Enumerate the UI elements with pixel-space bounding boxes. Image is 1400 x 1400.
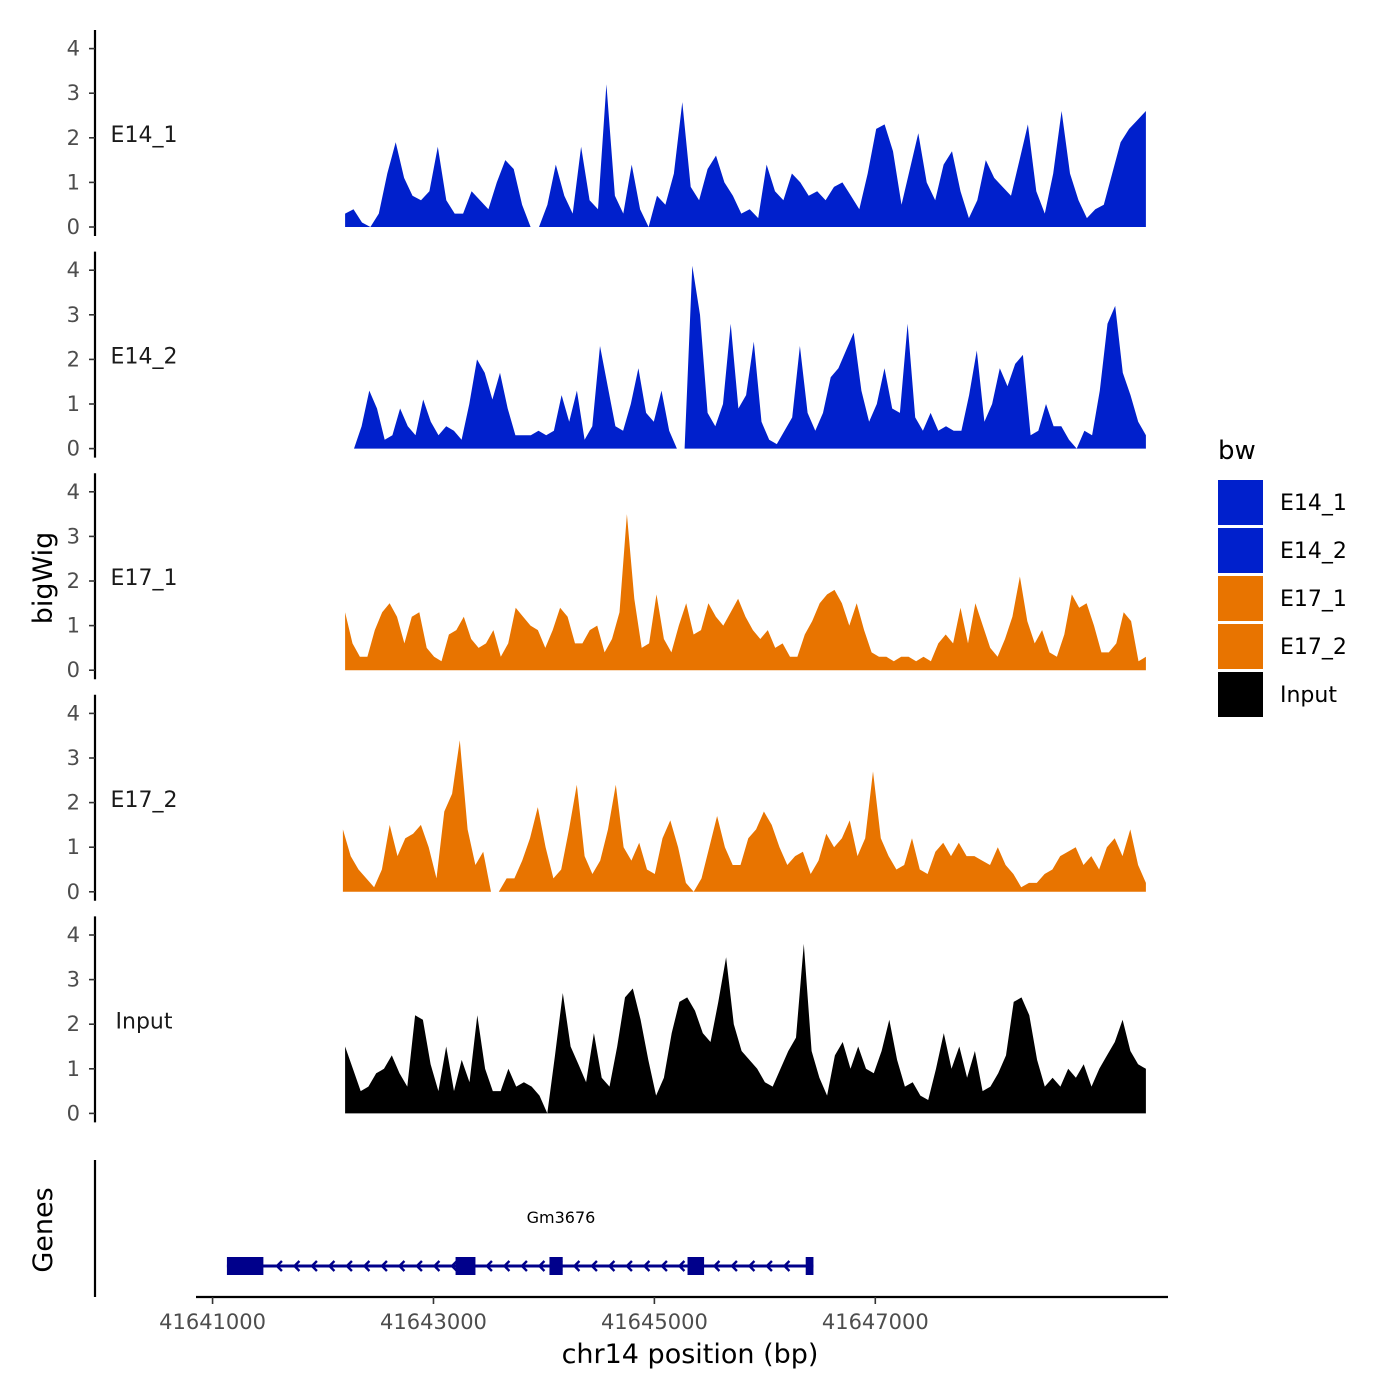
y-tick-label: 3 <box>67 524 80 548</box>
gene-exon <box>687 1257 705 1275</box>
y-tick-label: 0 <box>67 215 80 239</box>
strand-arrow-icon <box>590 1260 598 1272</box>
gene-exon <box>549 1257 563 1275</box>
track-label: E14_1 <box>111 123 178 148</box>
coverage-area-e17-1 <box>345 514 1146 671</box>
y-tick-label: 0 <box>67 880 80 904</box>
y-tick-label: 4 <box>67 480 80 504</box>
legend-key-e14-2 <box>1218 528 1263 573</box>
legend-label: E14_2 <box>1280 539 1347 564</box>
y-tick-label: 0 <box>67 658 80 682</box>
legend-label: E17_2 <box>1280 635 1347 660</box>
legend-title: bw <box>1218 436 1256 466</box>
strand-arrow-icon <box>380 1260 388 1272</box>
legend-key-input <box>1218 672 1263 717</box>
y-tick-label: 0 <box>67 437 80 461</box>
y-tick-label: 1 <box>67 170 80 194</box>
y-tick-label: 2 <box>67 1012 80 1036</box>
coverage-area-e14-2 <box>354 265 1146 449</box>
x-tick-label: 41647000 <box>822 1310 929 1334</box>
y-tick-label: 4 <box>67 37 80 61</box>
strand-arrow-icon <box>397 1260 406 1272</box>
legend-key-e17-2 <box>1218 624 1263 669</box>
strand-arrow-icon <box>607 1260 616 1272</box>
gene-exon <box>805 1257 814 1275</box>
y-tick-label: 3 <box>67 746 80 770</box>
y-tick-label: 2 <box>67 791 80 815</box>
y-tick-label: 3 <box>67 81 80 105</box>
y-tick-label: 4 <box>67 258 80 282</box>
x-tick-label: 41643000 <box>380 1310 487 1334</box>
strand-arrow-icon <box>730 1260 738 1272</box>
strand-arrow-icon <box>572 1260 581 1272</box>
track-label: E14_2 <box>111 345 178 370</box>
strand-arrow-icon <box>432 1260 441 1272</box>
y-tick-label: 1 <box>67 392 80 416</box>
legend-label: Input <box>1280 683 1337 708</box>
strand-arrow-icon <box>712 1260 721 1272</box>
coverage-area-e17-2 <box>342 740 1146 892</box>
y-tick-label: 1 <box>67 1057 80 1081</box>
gene-exon <box>455 1257 476 1275</box>
y-tick-label: 3 <box>67 303 80 327</box>
y-tick-label: 2 <box>67 347 80 371</box>
strand-arrow-icon <box>345 1260 353 1272</box>
strand-arrow-icon <box>310 1260 318 1272</box>
y-tick-label: 4 <box>67 923 80 947</box>
legend-key-e17-1 <box>1218 576 1263 621</box>
strand-arrow-icon <box>520 1260 528 1272</box>
legend-label: E14_1 <box>1280 491 1347 516</box>
y-tick-label: 2 <box>67 126 80 150</box>
y-tick-label: 4 <box>67 701 80 725</box>
strand-arrow-icon <box>362 1260 371 1272</box>
strand-arrow-icon <box>782 1260 791 1272</box>
strand-arrow-icon <box>677 1260 686 1272</box>
y-axis-title: bigWig <box>28 532 59 625</box>
gene-name-label: Gm3676 <box>527 1208 596 1227</box>
x-tick-label: 41641000 <box>159 1310 266 1334</box>
strand-arrow-icon <box>485 1260 493 1272</box>
coverage-area-input <box>345 943 1146 1114</box>
strand-arrow-icon <box>765 1260 773 1272</box>
track-label: E17_2 <box>111 788 178 813</box>
y-tick-label: 2 <box>67 569 80 593</box>
coverage-area-e14-1 <box>345 84 1146 227</box>
x-tick-label: 41645000 <box>601 1310 708 1334</box>
strand-arrow-icon <box>537 1260 546 1272</box>
track-label: Input <box>116 1009 173 1034</box>
legend-label: E17_1 <box>1280 587 1347 612</box>
strand-arrow-icon <box>415 1260 423 1272</box>
track-label: E17_1 <box>111 566 178 591</box>
strand-arrow-icon <box>642 1260 651 1272</box>
y-tick-label: 1 <box>67 614 80 638</box>
strand-arrow-icon <box>747 1260 756 1272</box>
gene-exon <box>226 1257 264 1275</box>
strand-arrow-icon <box>625 1260 633 1272</box>
strand-arrow-icon <box>502 1260 511 1272</box>
y-tick-label: 0 <box>67 1101 80 1125</box>
x-axis-title: chr14 position (bp) <box>562 1339 819 1370</box>
genes-track-title: Genes <box>28 1187 59 1272</box>
strand-arrow-icon <box>275 1260 283 1272</box>
y-tick-label: 3 <box>67 968 80 992</box>
legend-key-e14-1 <box>1218 480 1263 525</box>
strand-arrow-icon <box>327 1260 336 1272</box>
strand-arrow-icon <box>450 1260 458 1272</box>
y-tick-label: 1 <box>67 835 80 859</box>
strand-arrow-icon <box>292 1260 301 1272</box>
strand-arrow-icon <box>660 1260 668 1272</box>
